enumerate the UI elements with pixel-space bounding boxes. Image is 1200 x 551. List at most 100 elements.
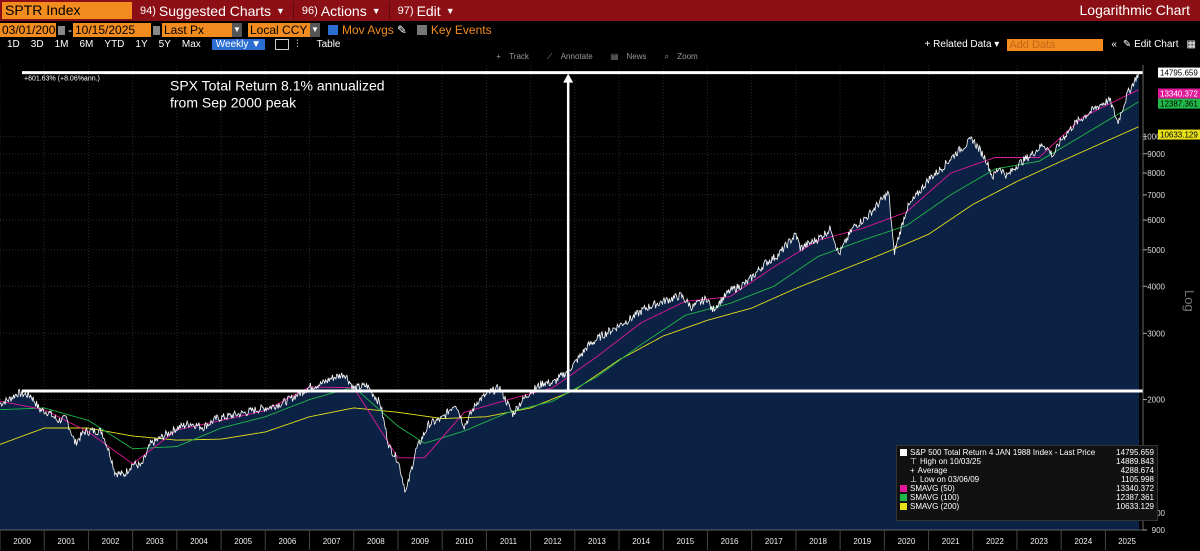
legend-sma100-value: 12387.361 bbox=[1116, 493, 1154, 502]
x-tick-label-2003: 2003 bbox=[146, 537, 164, 546]
legend-row-price: S&P 500 Total Return 4 JAN 1988 Index - … bbox=[900, 448, 1154, 457]
divider bbox=[388, 2, 390, 19]
track-label: Track bbox=[509, 52, 529, 61]
collapse-icon[interactable]: « bbox=[1111, 39, 1117, 50]
edit-label: Edit bbox=[416, 2, 441, 19]
period-max[interactable]: Max bbox=[181, 39, 201, 50]
legend-high-label: High on 10/03/25 bbox=[919, 457, 981, 466]
y-tick-label-5000: 5000 bbox=[1147, 246, 1165, 255]
x-tick-label-2019: 2019 bbox=[853, 537, 871, 546]
average-marker-icon: + bbox=[910, 466, 915, 475]
price-tag-bg-2 bbox=[1158, 98, 1200, 109]
mov-avgs-checkbox[interactable] bbox=[328, 25, 338, 35]
period-6m[interactable]: 6M bbox=[79, 39, 94, 50]
actions-label: Actions bbox=[320, 2, 367, 19]
end-date-input[interactable]: 10/15/2025 bbox=[73, 23, 151, 37]
period-3d[interactable]: 3D bbox=[30, 39, 44, 50]
period-1y[interactable]: 1Y bbox=[135, 39, 148, 50]
start-date-input[interactable]: 03/01/2000 bbox=[0, 23, 63, 37]
low-marker-icon: ⊥ bbox=[910, 475, 917, 484]
legend-swatch-sma200 bbox=[900, 503, 907, 510]
related-data-label: Related Data bbox=[933, 39, 992, 50]
y-tick-label-2000: 2000 bbox=[1147, 396, 1165, 405]
x-tick-label-2001: 2001 bbox=[57, 537, 75, 546]
news-label: News bbox=[626, 52, 647, 61]
price-line bbox=[0, 71, 1140, 493]
x-tick-label-2002: 2002 bbox=[102, 537, 120, 546]
key-events-checkbox[interactable] bbox=[416, 25, 427, 35]
annotate-tool[interactable]: ⟋ Annotate bbox=[546, 52, 593, 61]
period-1d[interactable]: 1D bbox=[7, 39, 20, 50]
right-tools: + Related Data ▾ Add Data « ✎ Edit Chart… bbox=[925, 38, 1196, 51]
y-tick-label-4000: 4000 bbox=[1147, 282, 1165, 291]
x-tick-label-2006: 2006 bbox=[279, 537, 297, 546]
y-tick-label-6000: 6000 bbox=[1147, 216, 1165, 225]
mov-avgs-label: Mov Avgs bbox=[342, 23, 394, 37]
settings-icon[interactable]: ▦ bbox=[1186, 39, 1196, 50]
legend-row-average: + Average 4288.674 bbox=[900, 466, 1154, 475]
suggested-charts-button[interactable]: 94) Suggested Charts ▼ bbox=[140, 0, 285, 21]
legend-row-sma50: SMAVG (50) 13340.372 bbox=[900, 484, 1154, 493]
edit-button[interactable]: 97) Edit ▼ bbox=[398, 0, 455, 21]
x-tick-label-2021: 2021 bbox=[942, 537, 960, 546]
chevron-down-icon: ▼ bbox=[371, 5, 381, 16]
period-5y[interactable]: 5Y bbox=[158, 39, 171, 50]
chevron-down-icon: ▼ bbox=[275, 5, 285, 16]
price-tag-label-1: 13340.372 bbox=[1160, 90, 1198, 99]
x-tick-label-2025: 2025 bbox=[1118, 537, 1136, 546]
calendar-icon[interactable] bbox=[58, 25, 65, 35]
legend-row-sma100: SMAVG (100) 12387.361 bbox=[900, 493, 1154, 502]
x-tick-label-2016: 2016 bbox=[721, 537, 739, 546]
zoom-label: Zoom bbox=[677, 52, 698, 61]
legend-avg-value: 4288.674 bbox=[1120, 466, 1154, 475]
period-1m[interactable]: 1M bbox=[54, 39, 69, 50]
legend-swatch-price bbox=[900, 449, 907, 456]
legend-high-value: 14889.843 bbox=[1116, 457, 1154, 466]
x-tick-label-2020: 2020 bbox=[898, 537, 916, 546]
edit-number: 97) bbox=[397, 4, 414, 17]
legend-sma100-label: SMAVG (100) bbox=[910, 493, 960, 502]
title-bar: SPTR Index 94) Suggested Charts ▼ 96) Ac… bbox=[0, 0, 1200, 21]
calendar-icon[interactable] bbox=[153, 25, 160, 35]
y-tick-label-7000: 7000 bbox=[1147, 191, 1165, 200]
zoom-tool[interactable]: ⌕ Zoom bbox=[664, 52, 698, 61]
change-label: +601.63% (+8.06%ann.) bbox=[24, 76, 100, 83]
news-tool[interactable]: ▤ News bbox=[610, 52, 647, 61]
frequency-select[interactable]: Weekly ▼ bbox=[211, 39, 266, 50]
legend-row-high: ⊤ High on 10/03/25 14889.843 bbox=[900, 457, 1154, 466]
date-range-bar: 03/01/2000 - 10/15/2025 Last Px ▼ Local … bbox=[0, 22, 1200, 38]
add-data-input[interactable]: Add Data bbox=[1007, 38, 1104, 51]
price-tag-label-3: 10633.129 bbox=[1160, 131, 1198, 140]
x-tick-label-2012: 2012 bbox=[544, 537, 562, 546]
annotation-text-line1: SPX Total Return 8.1% annualized bbox=[170, 78, 385, 94]
actions-button[interactable]: 96) Actions ▼ bbox=[302, 0, 381, 21]
actions-number: 96) bbox=[301, 4, 318, 17]
edit-chart-button[interactable]: ✎ Edit Chart bbox=[1122, 39, 1179, 50]
x-tick-label-2005: 2005 bbox=[234, 537, 252, 546]
line-chart-icon[interactable] bbox=[275, 39, 290, 50]
high-marker-icon: ⊤ bbox=[910, 457, 917, 466]
bar-chart-icon[interactable]: ⫶ bbox=[296, 39, 299, 50]
related-data-button[interactable]: + Related Data ▾ bbox=[924, 39, 1000, 50]
period-ytd[interactable]: YTD bbox=[104, 39, 125, 50]
y-tick-label-9000: 9000 bbox=[1147, 150, 1165, 159]
currency-select[interactable]: Local CCY bbox=[248, 23, 310, 37]
pencil-icon[interactable]: ✎ bbox=[396, 23, 407, 37]
track-tool[interactable]: + Track bbox=[496, 52, 529, 61]
x-tick-label-2022: 2022 bbox=[986, 537, 1004, 546]
x-tick-label-2007: 2007 bbox=[323, 537, 341, 546]
chevron-down-icon[interactable]: ▼ bbox=[232, 23, 242, 37]
key-events-label: Key Events bbox=[430, 23, 492, 37]
ticker-input[interactable]: SPTR Index bbox=[2, 2, 132, 19]
chart-legend[interactable]: S&P 500 Total Return 4 JAN 1988 Index - … bbox=[896, 445, 1158, 521]
x-tick-label-2013: 2013 bbox=[588, 537, 606, 546]
edit-chart-label: Edit Chart bbox=[1134, 39, 1179, 50]
price-field-select[interactable]: Last Px bbox=[162, 23, 232, 37]
legend-swatch-sma50 bbox=[900, 485, 907, 492]
x-tick-label-2010: 2010 bbox=[455, 537, 473, 546]
suggested-charts-label: Suggested Charts bbox=[158, 2, 271, 19]
chevron-down-icon[interactable]: ▼ bbox=[310, 23, 320, 37]
table-button[interactable]: Table bbox=[316, 39, 341, 50]
